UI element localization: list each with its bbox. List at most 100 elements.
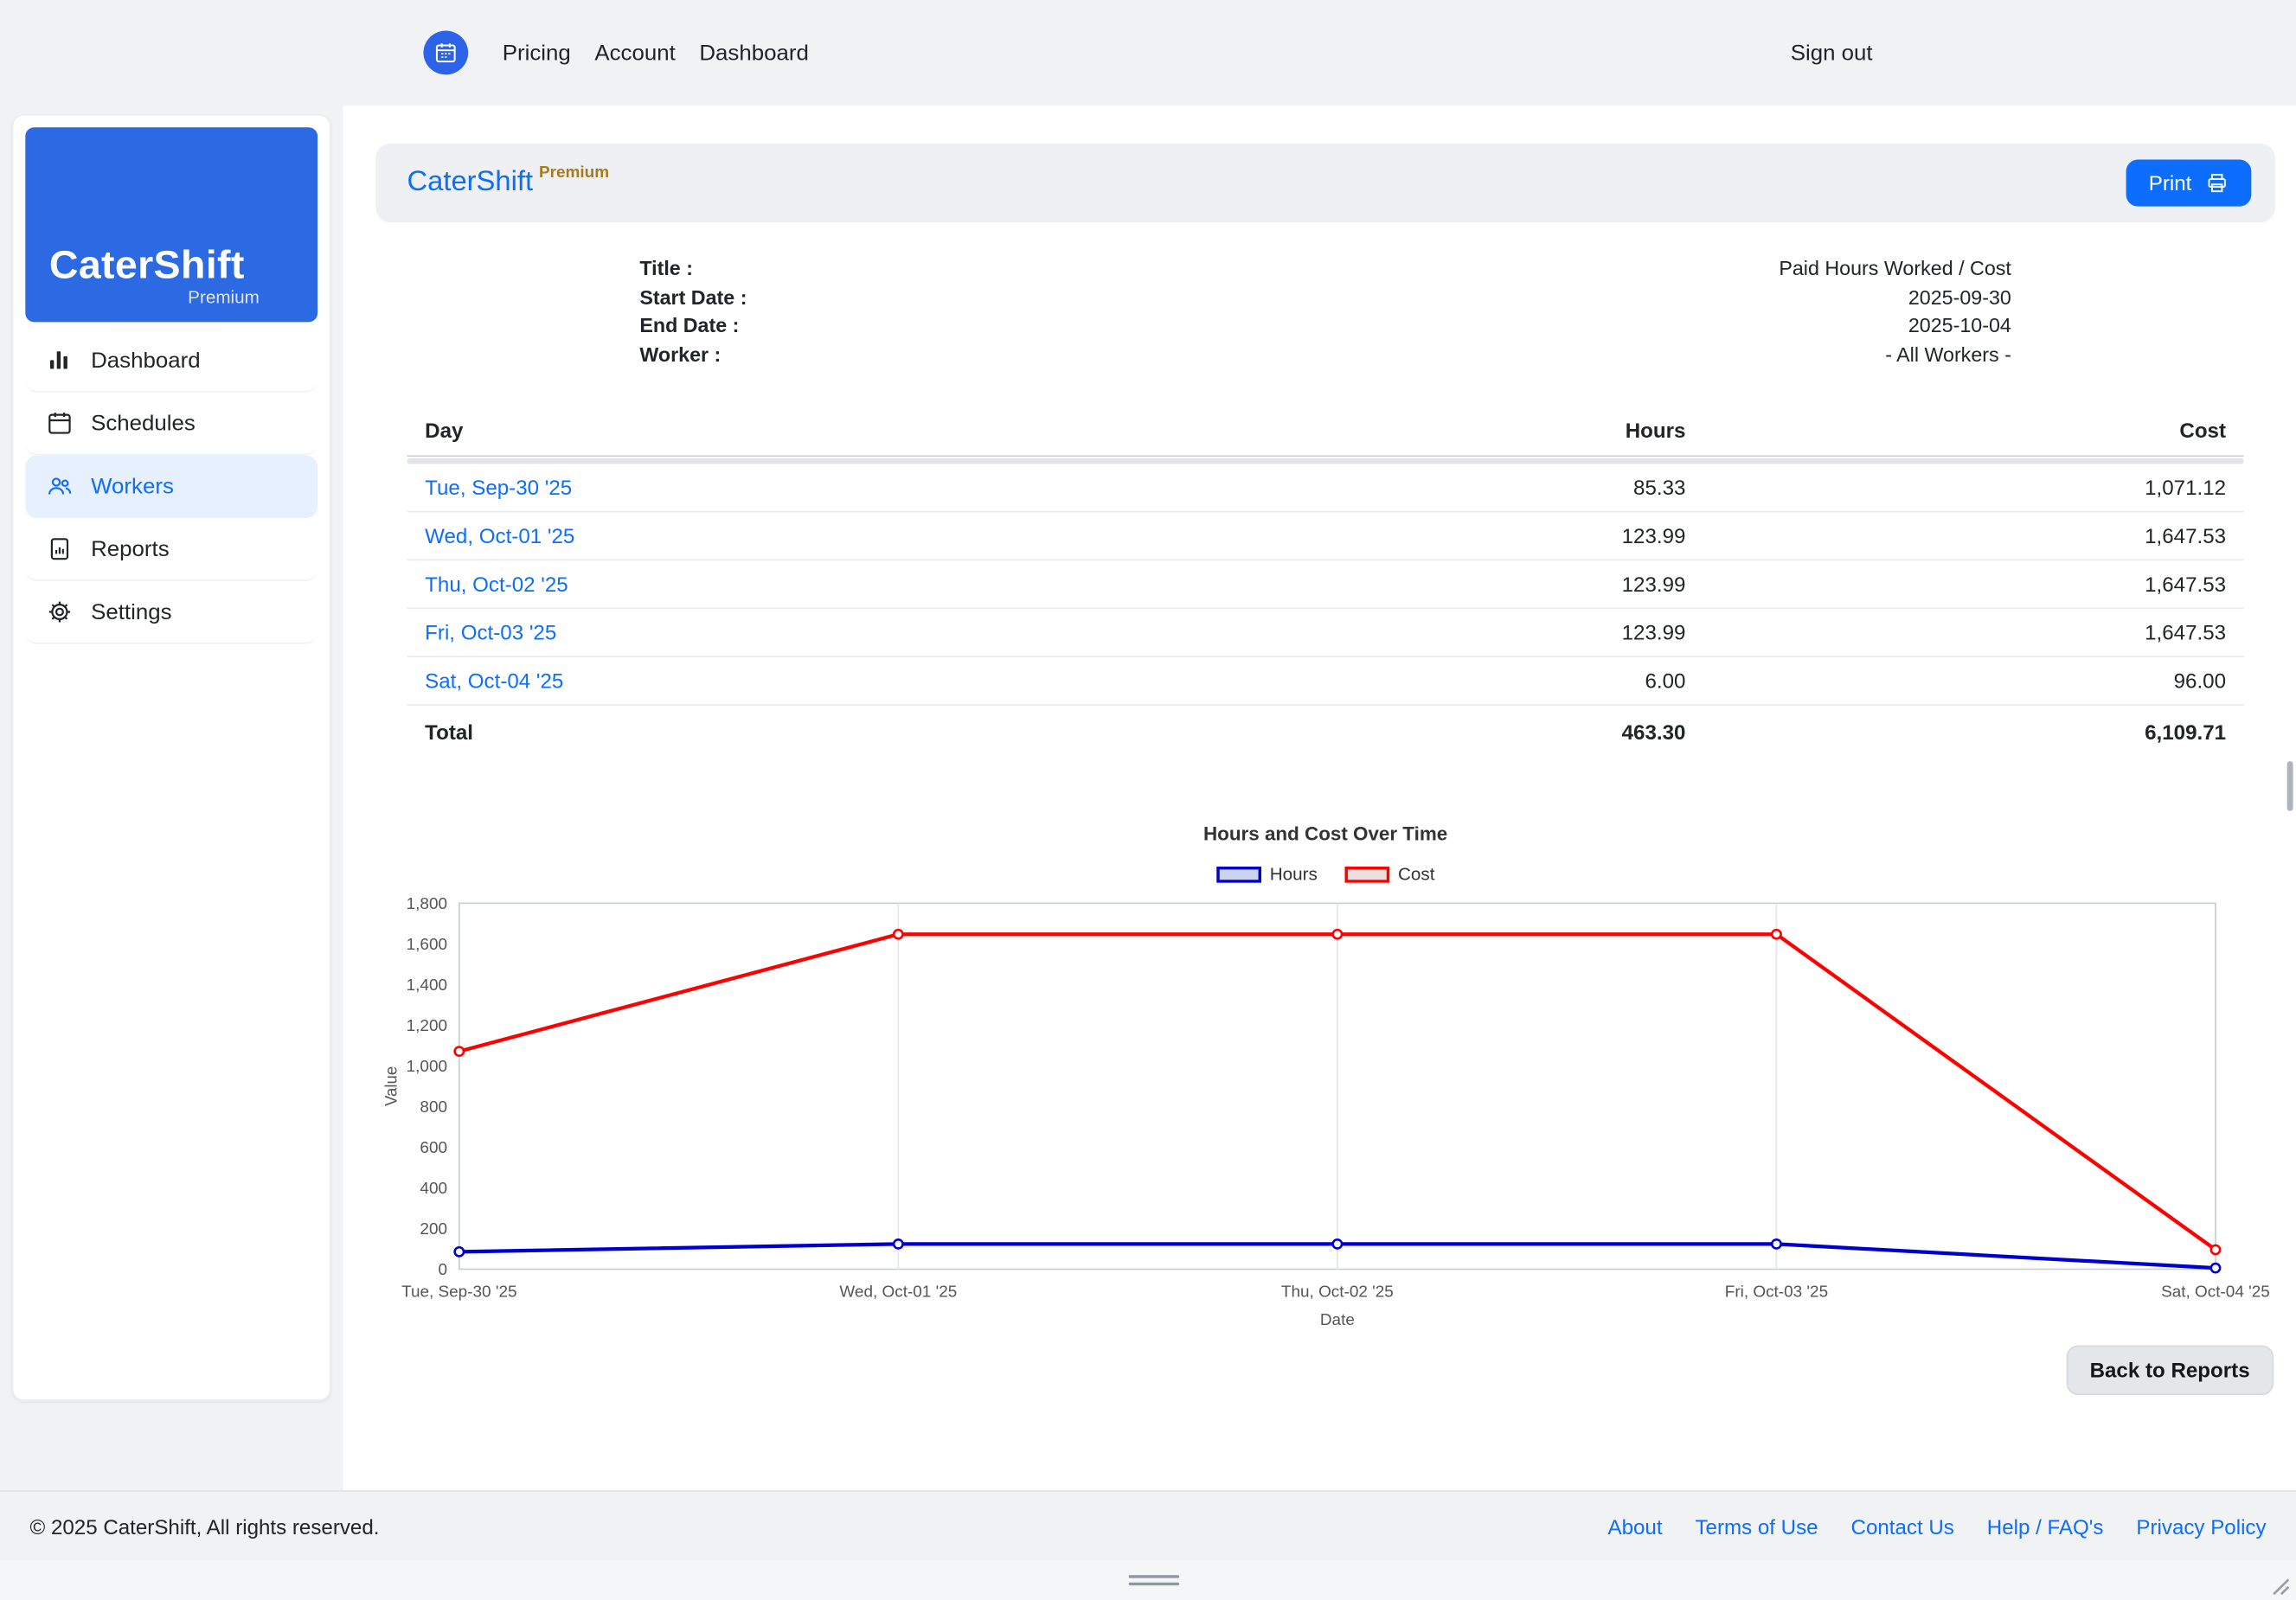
report-brand-title: CaterShift: [407, 166, 534, 198]
table-scrollbar-track[interactable]: [407, 458, 2244, 464]
calendar-icon: [435, 43, 456, 63]
svg-text:Wed, Oct-01 '25: Wed, Oct-01 '25: [839, 1283, 957, 1301]
legend-label: Cost: [1397, 863, 1435, 885]
gear-icon: [48, 601, 71, 623]
vertical-scrollbar-thumb[interactable]: [2286, 761, 2293, 811]
nav-link-pricing[interactable]: Pricing: [502, 40, 571, 66]
table-row: Thu, Oct-02 '25 123.99 1,647.53: [407, 560, 2244, 610]
print-button-label: Print: [2148, 171, 2192, 195]
nav-link-dashboard[interactable]: Dashboard: [699, 40, 809, 66]
svg-text:1,000: 1,000: [407, 1057, 447, 1075]
sidebar-item-settings[interactable]: Settings: [25, 581, 318, 644]
footer-link-terms[interactable]: Terms of Use: [1695, 1514, 1818, 1539]
hours-legend-swatch: [1215, 866, 1261, 882]
cost-value: 1,071.12: [2145, 476, 2227, 500]
bar-chart-icon: [49, 351, 67, 369]
cost-value: 96.00: [2173, 669, 2227, 693]
premium-badge: Premium: [538, 163, 610, 182]
svg-text:Tue, Sep-30 '25: Tue, Sep-30 '25: [401, 1283, 516, 1301]
svg-text:1,800: 1,800: [407, 894, 447, 912]
sidebar-item-label: Dashboard: [91, 347, 201, 373]
day-link[interactable]: Fri, Oct-03 '25: [425, 620, 557, 644]
footer-links: About Terms of Use Contact Us Help / FAQ…: [1607, 1514, 2266, 1538]
footer-link-privacy[interactable]: Privacy Policy: [2136, 1514, 2267, 1539]
sidebar: CaterShift Premium Dashboard: [0, 106, 343, 1490]
meta-value: 2025-09-30: [1908, 285, 2011, 309]
column-header-day: Day: [425, 419, 464, 443]
meta-label: End Date :: [639, 314, 740, 337]
legend-item-cost: Cost: [1344, 863, 1435, 885]
meta-value: - All Workers -: [1885, 342, 2011, 366]
meta-value: Paid Hours Worked / Cost: [1779, 257, 2011, 280]
legend-item-hours: Hours: [1215, 863, 1318, 885]
resize-corner-icon[interactable]: [2269, 1575, 2290, 1596]
footer-link-help-faq[interactable]: Help / FAQ's: [1986, 1514, 2104, 1539]
copyright-text: © 2025 CaterShift, All rights reserved.: [29, 1514, 380, 1539]
cost-value: 1,647.53: [2145, 523, 2227, 548]
table-row: Fri, Oct-03 '25 123.99 1,647.53: [407, 609, 2244, 657]
svg-text:Value: Value: [382, 1066, 400, 1106]
sidebar-item-label: Schedules: [91, 410, 196, 436]
sidebar-item-dashboard[interactable]: Dashboard: [25, 330, 318, 393]
footer-link-contact[interactable]: Contact Us: [1850, 1514, 1954, 1539]
svg-text:Sat, Oct-04 '25: Sat, Oct-04 '25: [2161, 1283, 2270, 1301]
sidebar-item-label: Reports: [91, 536, 170, 562]
sidebar-item-schedules[interactable]: Schedules: [25, 393, 318, 456]
hours-value: 85.33: [1633, 476, 1686, 500]
svg-text:200: 200: [420, 1219, 447, 1238]
svg-text:Fri, Oct-03 '25: Fri, Oct-03 '25: [1725, 1283, 1828, 1301]
nav-link-account[interactable]: Account: [594, 40, 676, 66]
svg-text:400: 400: [420, 1179, 447, 1197]
day-link[interactable]: Thu, Oct-02 '25: [425, 572, 568, 596]
svg-text:1,600: 1,600: [407, 935, 447, 953]
meta-value: 2025-10-04: [1908, 314, 2011, 337]
main-content: CaterShift Premium Print Title :: [343, 105, 2296, 1491]
column-header-cost: Cost: [2179, 419, 2227, 443]
day-link[interactable]: Sat, Oct-04 '25: [425, 669, 564, 693]
total-cost: 6,109.71: [2145, 720, 2227, 744]
meta-row-end-date: End Date : 2025-10-04: [639, 312, 2011, 341]
hours-value: 6.00: [1645, 669, 1686, 693]
logo-title: CaterShift: [48, 242, 245, 287]
chart-legend: Hours Cost: [375, 862, 2275, 886]
footer-link-about[interactable]: About: [1607, 1514, 1663, 1539]
sidebar-item-reports[interactable]: Reports: [25, 518, 318, 581]
report-meta: Title : Paid Hours Worked / Cost Start D…: [375, 246, 2275, 386]
meta-row-worker: Worker : - All Workers -: [639, 341, 2011, 369]
report-header: CaterShift Premium Print: [375, 143, 2275, 223]
hours-value: 123.99: [1621, 523, 1686, 548]
line-chart: 0 200 400 600 800 1,000 1,200 1,400 1,600 1,800 Tu…: [382, 894, 2270, 1328]
back-to-reports-button[interactable]: Back to Reports: [2066, 1345, 2274, 1396]
meta-row-title: Title : Paid Hours Worked / Cost: [639, 255, 2011, 284]
chart-section: Hours and Cost Over Time Hours Cost 0 200…: [375, 822, 2275, 1336]
legend-label: Hours: [1269, 863, 1318, 885]
print-button[interactable]: Print: [2126, 159, 2252, 207]
window-drag-handle[interactable]: [1128, 1575, 1180, 1590]
total-hours: 463.30: [1621, 720, 1686, 744]
calendar-icon: [48, 413, 71, 434]
total-label: Total: [425, 720, 474, 744]
table-row: Wed, Oct-01 '25 123.99 1,647.53: [407, 512, 2244, 561]
sign-out-link[interactable]: Sign out: [1790, 40, 1873, 66]
chart-title: Hours and Cost Over Time: [1203, 822, 1448, 845]
sidebar-logo: CaterShift Premium: [25, 127, 318, 323]
brand-calendar-icon[interactable]: [423, 30, 469, 75]
day-link[interactable]: Wed, Oct-01 '25: [425, 523, 575, 548]
svg-text:600: 600: [420, 1138, 447, 1156]
meta-label: Title :: [639, 257, 693, 280]
table-row: Sat, Oct-04 '25 6.00 96.00: [407, 657, 2244, 706]
day-link[interactable]: Tue, Sep-30 '25: [425, 476, 573, 500]
svg-text:800: 800: [420, 1098, 447, 1116]
report-card: CaterShift Premium Print Title :: [375, 143, 2275, 1396]
cost-value: 1,647.53: [2145, 572, 2227, 596]
logo-premium-badge: Premium: [188, 286, 260, 308]
svg-text:1,400: 1,400: [407, 976, 447, 994]
sidebar-item-workers[interactable]: Workers: [25, 455, 318, 519]
meta-label: Start Date :: [639, 285, 747, 309]
svg-text:0: 0: [438, 1260, 447, 1278]
sidebar-menu: Dashboard Schedules: [25, 330, 318, 644]
bottom-chrome: [0, 1560, 2296, 1600]
printer-icon: [2208, 174, 2226, 193]
table-total-row: Total 463.30 6,109.71: [407, 706, 2243, 756]
